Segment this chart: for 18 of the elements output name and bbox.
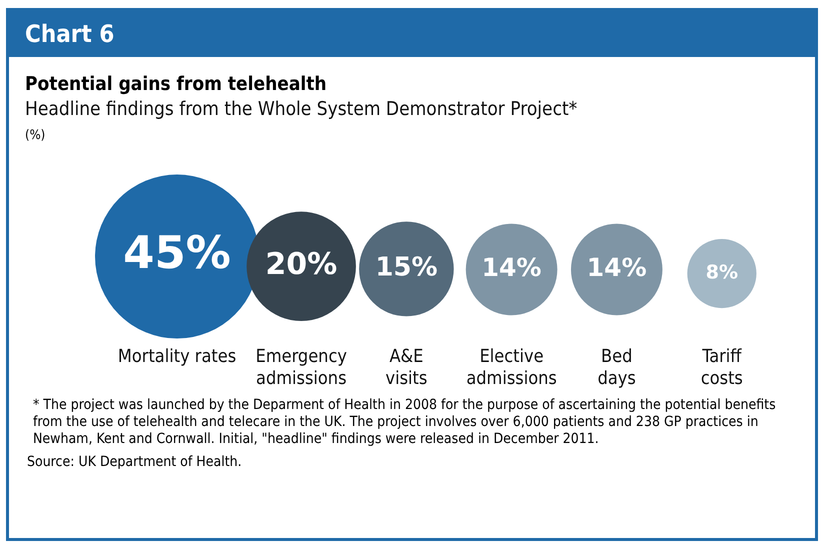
category-label: Tariff costs [700, 346, 743, 390]
data-label: 8% [706, 261, 738, 284]
data-label: 14% [482, 253, 542, 282]
data-label: 20% [265, 247, 338, 282]
category-label: A&E visits [386, 346, 428, 390]
category-label: Mortality rates [118, 346, 236, 368]
category-label: Elective admissions [466, 346, 557, 390]
data-label: 14% [586, 253, 647, 282]
text: Potential gains from telehealth [25, 73, 328, 95]
category-label: Emergency admissions [256, 346, 348, 390]
text: (%) [25, 128, 46, 143]
caption: Chart 6 [9, 11, 815, 57]
text: Headline findings from the Whole System Demonstrator Project* [25, 98, 578, 120]
category-label: Bed days [598, 346, 636, 390]
text: * The project was launched by the Deparment of Health in 2008 for the purpose of ascertaining the potential benefits from the use of telehealth and telecare in the UK. The project involves over 6,000 patients and 238 GP practices in Newham, Kent and Cornwall. Initial, "headline" findings were released in December 2011. [33, 397, 777, 448]
data-label: 15% [375, 252, 438, 283]
data-label: 45% [123, 226, 231, 280]
source-note: Source: UK Department of Health. [27, 454, 243, 470]
